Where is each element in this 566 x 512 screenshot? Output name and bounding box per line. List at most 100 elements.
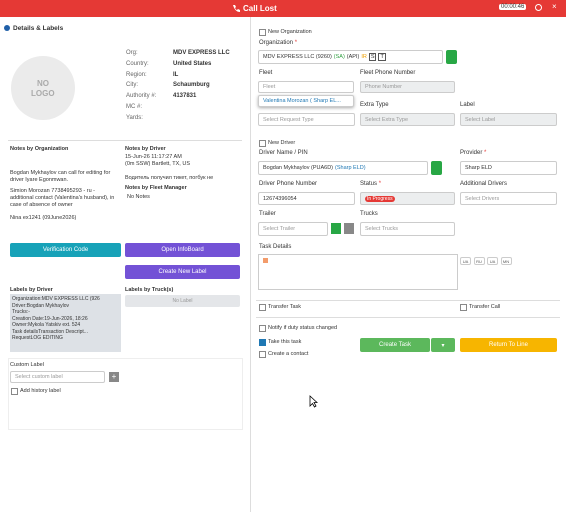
org-note: Bogdan Mykhaylov can call for editing fo… bbox=[10, 170, 111, 183]
infoboard-button[interactable]: Open InfoBoard bbox=[125, 243, 240, 257]
field-label: Driver Name / PIN bbox=[259, 150, 308, 156]
detail-label: Authority #: bbox=[126, 93, 157, 100]
labels-title: Labels by Driver bbox=[10, 287, 53, 293]
status-select[interactable]: In Progress bbox=[360, 192, 455, 205]
checkbox-label: Take this task bbox=[268, 339, 302, 345]
verification-button[interactable]: Verification Code bbox=[10, 243, 121, 257]
row-key: Owner: bbox=[12, 322, 29, 328]
new-label-button[interactable]: Create New Label bbox=[125, 265, 240, 279]
provider-select[interactable]: Sharp ELD bbox=[460, 161, 557, 175]
org-badge: IR bbox=[361, 54, 367, 60]
checkbox-label: Transfer Call bbox=[469, 304, 501, 310]
driver-value: Bogdan Mykhaylov (PUA6D) bbox=[263, 165, 334, 171]
logo-text: LOGO bbox=[31, 89, 55, 98]
detail-value: IL bbox=[173, 71, 179, 78]
settings-icon[interactable] bbox=[535, 4, 542, 11]
phone-input[interactable]: 12674396054 bbox=[258, 192, 355, 205]
checkbox-checked[interactable] bbox=[259, 339, 266, 346]
row-value: LOG EDITING bbox=[30, 335, 63, 341]
header-title: Call Lost bbox=[243, 4, 277, 13]
note-text: Водитель получил тикет, погбук не bbox=[125, 175, 214, 181]
label-row: Creation Date: 19-Jun-2026, 18:26 bbox=[12, 316, 119, 323]
label-row: Driver: Bogdan Mykhaylov bbox=[12, 303, 119, 310]
detail-value: MDV EXPRESS LLC bbox=[173, 50, 230, 56]
trucks-select[interactable]: Select Trucks bbox=[360, 222, 455, 236]
detail-label: Org: bbox=[126, 50, 138, 56]
fleet-option[interactable]: Valentina Morozan ( Sharp EL... bbox=[258, 95, 354, 107]
divider bbox=[256, 317, 560, 318]
language-button[interactable]: UA bbox=[487, 257, 498, 265]
label-row: Task details Transaction Descript... bbox=[12, 329, 119, 336]
timer: 00:00:46 bbox=[499, 4, 527, 10]
trailer-button[interactable] bbox=[331, 223, 341, 234]
field-label: Driver Phone Number bbox=[259, 181, 318, 187]
row-key: Request bbox=[12, 335, 31, 341]
close-icon[interactable]: × bbox=[552, 2, 557, 11]
checkbox[interactable] bbox=[259, 140, 266, 147]
checkbox[interactable] bbox=[11, 388, 18, 395]
detail-value: Schaumburg bbox=[173, 82, 210, 89]
checkbox[interactable] bbox=[259, 325, 266, 332]
required-mark: * bbox=[294, 40, 298, 46]
label-select: Select Label bbox=[460, 113, 557, 126]
field-label: Extra Type bbox=[360, 102, 389, 108]
trailer-select[interactable]: Select Trailer bbox=[258, 222, 328, 236]
create-task-dropdown[interactable]: ▾ bbox=[431, 338, 455, 352]
field-label: Fleet bbox=[259, 70, 273, 76]
detail-label: City: bbox=[126, 82, 138, 89]
trailer-button[interactable] bbox=[344, 223, 354, 234]
task-textarea[interactable] bbox=[258, 254, 458, 290]
organization-select[interactable]: MDV EXPRESS LLC (9260) (SA) (API) IR S T bbox=[258, 50, 443, 64]
org-sa: (SA) bbox=[333, 54, 345, 60]
request-select[interactable]: Select Request Type bbox=[258, 113, 355, 126]
field-label: Label bbox=[460, 102, 475, 108]
org-api: (API) bbox=[346, 54, 360, 60]
logo bbox=[11, 56, 75, 120]
field-label: Organization * bbox=[259, 40, 297, 46]
checkbox[interactable] bbox=[259, 304, 266, 311]
checkbox-label: Notify if duty status changed bbox=[268, 325, 338, 331]
notes-title: Notes by Driver bbox=[125, 146, 166, 152]
language-button[interactable]: RU bbox=[473, 257, 485, 265]
create-task-button[interactable]: Create Task bbox=[360, 338, 430, 352]
field-label: Task Details bbox=[259, 244, 292, 250]
notes-title: Notes by Organization bbox=[10, 146, 69, 152]
checkbox[interactable] bbox=[259, 29, 266, 36]
language-button[interactable]: MN bbox=[500, 257, 512, 265]
drivers-select[interactable]: Select Drivers bbox=[460, 192, 557, 205]
cursor bbox=[309, 395, 318, 408]
driver-button[interactable] bbox=[431, 161, 442, 175]
row-value: Bogdan Mykhaylov bbox=[26, 302, 69, 309]
detail-label: MC #: bbox=[126, 104, 143, 110]
row-key: Driver: bbox=[12, 302, 27, 309]
header-bar bbox=[0, 0, 566, 17]
custom-label-title: Custom Label bbox=[10, 362, 44, 368]
note-text: No Notes bbox=[127, 194, 150, 200]
driver-select[interactable]: Bogdan Mykhaylov (PUA6D) (Sharp ELD) bbox=[258, 161, 428, 175]
org-badge: T bbox=[378, 53, 386, 61]
labels-title: Labels by Truck(s) bbox=[125, 287, 174, 293]
add-label-button[interactable]: + bbox=[109, 372, 119, 382]
checkbox[interactable] bbox=[460, 304, 467, 311]
driver-eld: (Sharp ELD) bbox=[335, 165, 366, 171]
row-key: Task details bbox=[12, 328, 39, 335]
org-button[interactable] bbox=[446, 50, 457, 64]
fleet-phone-input: Phone Number bbox=[360, 81, 455, 93]
checkbox-label: Create a contact bbox=[268, 351, 309, 357]
language-button[interactable]: UA bbox=[460, 257, 471, 265]
return-button[interactable]: Return To Line bbox=[460, 338, 557, 352]
row-value: 19-Jun-2026, 18:26 bbox=[44, 315, 88, 322]
label-text: Provider bbox=[460, 150, 483, 156]
custom-label-select[interactable]: Select custom label bbox=[10, 371, 105, 383]
textarea-icon bbox=[263, 258, 268, 263]
no-label: No Label bbox=[125, 295, 240, 307]
logo-text: NO bbox=[37, 79, 49, 88]
row-value: Mykola Yatskiv ext. 524 bbox=[28, 322, 81, 328]
field-label: Trucks bbox=[360, 211, 378, 217]
org-value: MDV EXPRESS LLC (9260) bbox=[263, 54, 332, 60]
checkbox[interactable] bbox=[259, 351, 266, 358]
fleet-select[interactable]: Fleet bbox=[258, 81, 354, 93]
phone-icon bbox=[233, 5, 240, 12]
note-location: (0m SSW) Bartlett, TX, US bbox=[125, 161, 190, 167]
